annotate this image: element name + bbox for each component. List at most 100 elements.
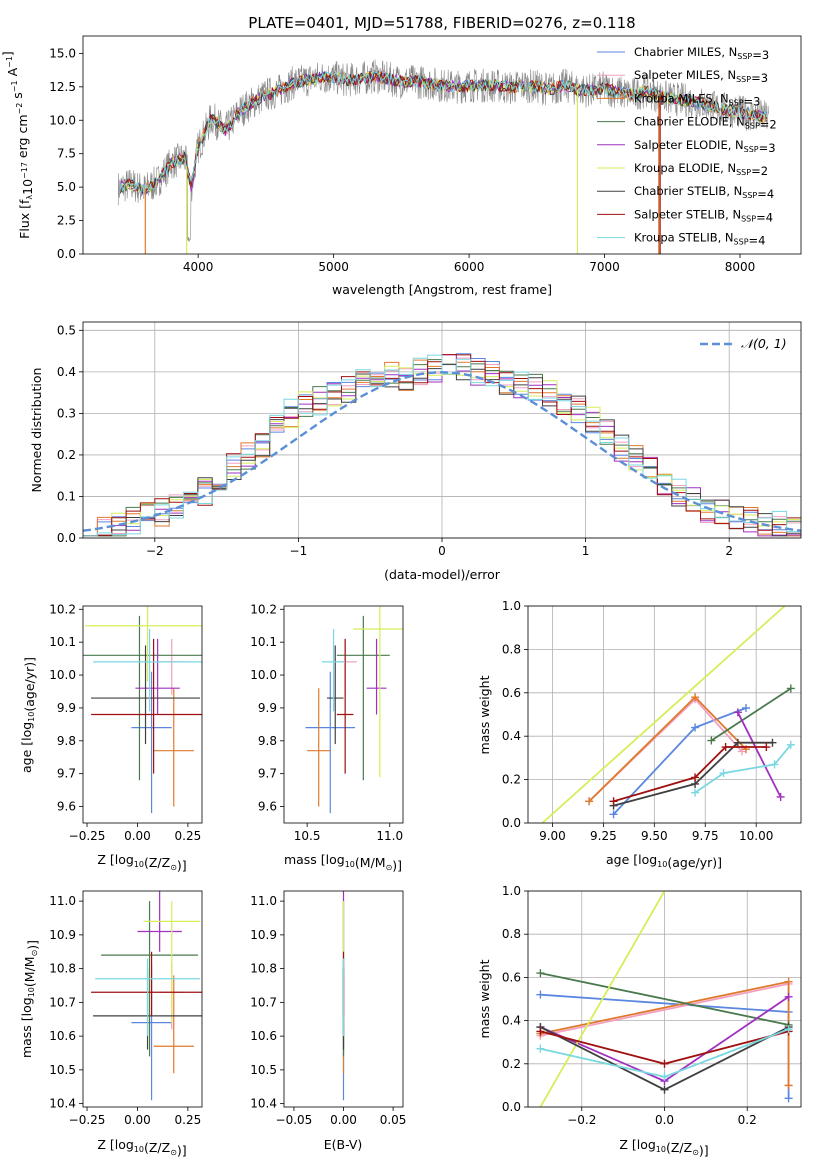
spectrum-frame — [82, 35, 802, 255]
y-tick-label: 0.6 — [502, 970, 521, 984]
y-tick-label: 0.2 — [502, 1057, 521, 1071]
mass-weight-line — [541, 606, 786, 823]
y-tick-label: 2.5 — [57, 214, 76, 228]
y-tick-label: 10.0 — [250, 668, 277, 682]
mass-weight-line — [613, 741, 773, 807]
x-tick-label: 5000 — [318, 260, 349, 274]
mass-weight-marker — [691, 723, 700, 732]
mass-weight-marker — [719, 769, 728, 778]
legend-entry: 𝒩(0, 1) — [741, 336, 787, 351]
legend-entry: Kroupa STELIB, NSSP=4 — [634, 231, 765, 248]
x-tick-label: 11.0 — [376, 829, 403, 843]
legend-entry: Chabrier ELODIE, NSSP=2 — [634, 115, 777, 132]
x-tick-label: 0.0 — [655, 1113, 674, 1127]
y-tick-label: 0.3 — [57, 406, 76, 420]
y-tick-label: 0.6 — [502, 686, 521, 700]
x-tick-label: 0.00 — [124, 829, 151, 843]
y-tick-label: 0.5 — [57, 323, 76, 337]
y-tick-label: 0.4 — [57, 365, 76, 379]
x-tick-label: 9.50 — [641, 829, 668, 843]
mass-weight-marker — [737, 747, 746, 756]
y-tick-label: 9.6 — [57, 800, 76, 814]
x-tick-label: 9.00 — [539, 829, 566, 843]
y-tick-label: 10.9 — [49, 928, 76, 942]
mass-vs-EBV-frame — [283, 890, 404, 1108]
y-tick-label: 9.7 — [258, 767, 277, 781]
y-tick-label: 11.0 — [250, 894, 277, 908]
y-tick-label: 1.0 — [502, 599, 521, 613]
y-tick-label: 10.8 — [250, 962, 277, 976]
mass-weight-marker — [776, 792, 785, 801]
y-tick-label: 9.6 — [258, 800, 277, 814]
y-tick-label: 10.4 — [250, 1097, 277, 1111]
y-tick-label: 0.0 — [502, 816, 521, 830]
age-vs-Z-axes — [79, 608, 189, 827]
y-tick-label: 9.8 — [57, 734, 76, 748]
x-tick-label: −0.2 — [567, 1113, 596, 1127]
x-tick-label: 2 — [725, 544, 733, 558]
y-tick-label: 9.9 — [258, 701, 277, 715]
mass-weight-marker — [733, 708, 742, 717]
spectrum-ylabel: Flux [fλ10−17 erg cm−2 s−1 A−1] — [0, 51, 35, 239]
x-tick-label: 1 — [582, 544, 590, 558]
x-tick-label: −0.25 — [69, 829, 106, 843]
x-tick-label: −0.25 — [69, 1113, 106, 1127]
y-tick-label: 0.0 — [57, 531, 76, 545]
mass-weight-marker — [660, 1072, 669, 1081]
legend-entry: Salpeter ELODIE, NSSP=3 — [634, 138, 776, 155]
mass-weight-line — [540, 972, 789, 1026]
mass-vs-Z-frame — [82, 890, 203, 1108]
mass-weight-marker — [721, 743, 730, 752]
y-tick-label: 0.2 — [57, 448, 76, 462]
x-tick-label: 10.5 — [294, 829, 321, 843]
age-vs-Z-frame — [82, 605, 203, 824]
residual-histogram-step — [83, 354, 801, 537]
y-tick-label: 10.1 — [250, 635, 277, 649]
y-tick-label: 10.1 — [49, 635, 76, 649]
mass-weight-marker — [784, 1025, 793, 1034]
weight-vs-age-frame — [527, 605, 802, 824]
mass-ebv-xlabel: E(B-V) — [324, 1137, 363, 1152]
y-tick-label: 10.9 — [250, 928, 277, 942]
y-tick-label: 0.0 — [502, 1100, 521, 1114]
spectrum-axes — [79, 52, 741, 258]
x-tick-label: 6000 — [454, 260, 485, 274]
y-tick-label: 0.8 — [502, 642, 521, 656]
mass-weight-marker — [691, 773, 700, 782]
x-tick-label: 0.00 — [124, 1113, 151, 1127]
histogram-xlabel: (data-model)/error — [384, 567, 501, 582]
mass-weight-marker — [786, 740, 795, 749]
mass-Z-xlabel: Z [log10(Z/Z⊙)] — [97, 1137, 186, 1158]
y-tick-label: 0.2 — [502, 773, 521, 787]
mass-weight-line — [612, 707, 747, 815]
x-tick-label: 8000 — [725, 260, 756, 274]
mass-weight-marker — [784, 1094, 793, 1103]
y-tick-label: 7.5 — [57, 147, 76, 161]
weight-vs-Z-axes — [524, 890, 801, 1111]
y-tick-label: 9.8 — [258, 734, 277, 748]
y-tick-label: 0.8 — [502, 927, 521, 941]
y-tick-label: 12.5 — [49, 80, 76, 94]
y-tick-label: 11.0 — [49, 894, 76, 908]
legend-entry: Chabrier MILES, NSSP=3 — [634, 45, 769, 62]
y-tick-label: 0.0 — [57, 247, 76, 261]
mass-weight-line — [613, 746, 767, 803]
mass-weight-marker — [707, 736, 716, 745]
age-vs-mass-axes — [280, 608, 391, 827]
age-mass-xlabel: mass [log10(M/M⊙)] — [284, 852, 402, 873]
y-tick-label: 10.7 — [250, 995, 277, 1009]
x-tick-label: −2 — [146, 544, 164, 558]
x-tick-label: 10.00 — [739, 829, 773, 843]
mass-weight-marker — [768, 738, 777, 747]
weight-Z-xlabel: Z [log10(Z/Z⊙)] — [619, 1137, 708, 1158]
y-tick-label: 10.6 — [49, 1029, 76, 1043]
mass-weight-marker — [770, 760, 779, 769]
mass-weight-line — [539, 891, 666, 1107]
mass-weight-marker — [536, 1044, 545, 1053]
mass-Z-ylabel: mass [log10(M/M⊙)] — [19, 940, 40, 1058]
legend-entry: Kroupa MILES, NSSP=3 — [634, 91, 760, 108]
y-tick-label: 10.5 — [49, 1063, 76, 1077]
x-tick-label: 0.05 — [380, 1113, 407, 1127]
age-Z-ylabel: age [log10(age/yr)] — [19, 657, 37, 773]
